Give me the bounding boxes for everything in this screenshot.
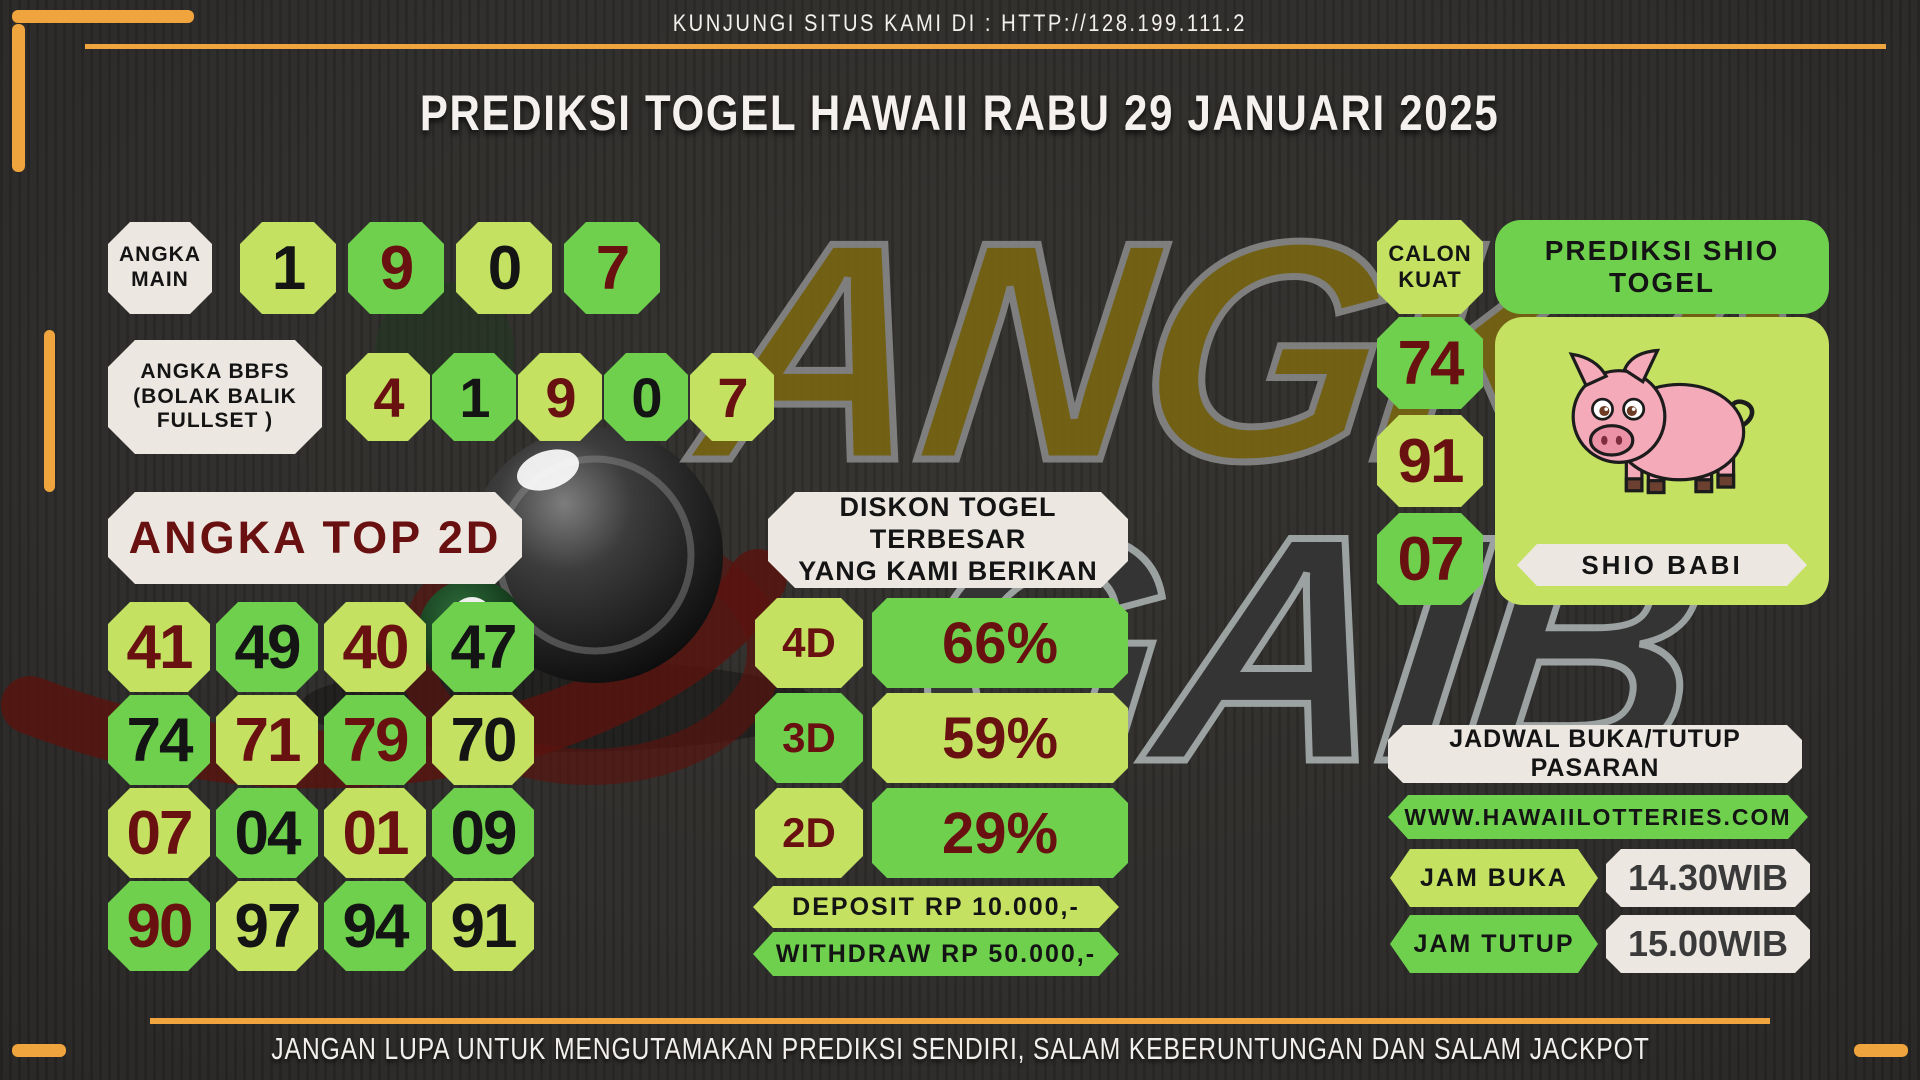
diskon-4d-label: 4D: [755, 598, 863, 688]
jam-buka-label: JAM BUKA: [1390, 849, 1598, 907]
bbfs-label-line1: ANGKA BBFS: [140, 359, 290, 383]
top2d-cell: 04: [216, 788, 318, 878]
calon-kuat-line2: KUAT: [1398, 267, 1462, 292]
diskon-title-line1: DISKON TOGEL TERBESAR: [839, 492, 1057, 555]
top2d-cell: 74: [108, 695, 210, 785]
top2d-cell: 91: [432, 881, 534, 971]
top2d-cell: 01: [324, 788, 426, 878]
diskon-3d-label: 3D: [755, 693, 863, 783]
bbfs-digit: 9: [518, 353, 602, 441]
top2d-cell: 71: [216, 695, 318, 785]
deposit-banner: DEPOSIT RP 10.000,-: [753, 886, 1119, 928]
shio-animal-pill: SHIO BABI: [1517, 544, 1807, 586]
bbfs-digit: 7: [690, 353, 774, 441]
diskon-3d-value: 59%: [872, 693, 1128, 783]
top2d-label: ANGKA TOP 2D: [108, 492, 522, 584]
site-url-text[interactable]: KUNJUNGI SITUS KAMI DI : HTTP://128.199.…: [672, 10, 1248, 37]
header-divider: [85, 44, 1886, 49]
angka-main-digit: 7: [564, 222, 660, 314]
top2d-cell: 41: [108, 602, 210, 692]
corner-accent-bottom-left: [12, 1044, 66, 1057]
diskon-2d-label: 2D: [755, 788, 863, 878]
diskon-2d-value: 29%: [872, 788, 1128, 878]
top2d-cell: 40: [324, 602, 426, 692]
jadwal-title: JADWAL BUKA/TUTUP PASARAN: [1388, 725, 1802, 783]
shio-animal-label: SHIO BABI: [1581, 549, 1743, 580]
angka-main-digit: 9: [348, 222, 444, 314]
footer-note: JANGAN LUPA UNTUK MENGUTAMAKAN PREDIKSI …: [0, 1031, 1920, 1067]
bbfs-digit: 1: [432, 353, 516, 441]
website-url-text: WWW.HAWAIILOTTERIES.COM: [1404, 803, 1792, 830]
diskon-title: DISKON TOGEL TERBESAR YANG KAMI BERIKAN: [768, 492, 1128, 588]
top2d-cell: 47: [432, 602, 534, 692]
diskon-title-line2: YANG KAMI BERIKAN: [798, 555, 1098, 586]
calon-kuat-label: CALON KUAT: [1377, 220, 1483, 314]
footer-divider: [150, 1018, 1770, 1024]
calon-kuat-line1: CALON: [1388, 241, 1472, 267]
pig-icon: [1568, 348, 1755, 495]
calon-number: 74: [1377, 317, 1483, 409]
angka-main-label-line1: ANGKA: [119, 243, 201, 267]
bbfs-label-line2: (BOLAK BALIK: [133, 384, 297, 408]
shio-panel-title: PREDIKSI SHIO TOGEL: [1495, 220, 1829, 314]
page-title-text: PREDIKSI TOGEL HAWAII RABU 29 JANUARI 20…: [420, 85, 1500, 141]
bbfs-digit: 4: [346, 353, 430, 441]
bbfs-digit: 0: [604, 353, 688, 441]
page-title: PREDIKSI TOGEL HAWAII RABU 29 JANUARI 20…: [0, 84, 1920, 142]
top2d-cell: 90: [108, 881, 210, 971]
website-banner[interactable]: WWW.HAWAIILOTTERIES.COM: [1388, 795, 1808, 839]
top2d-cell: 70: [432, 695, 534, 785]
top2d-cell: 07: [108, 788, 210, 878]
angka-main-label: ANGKA MAIN: [108, 222, 212, 314]
bbfs-label-line3: FULLSET ): [156, 409, 274, 433]
angka-main-label-line2: MAIN: [131, 268, 189, 291]
footer-note-text: JANGAN LUPA UNTUK MENGUTAMAKAN PREDIKSI …: [270, 1031, 1650, 1066]
calon-number: 91: [1377, 415, 1483, 507]
jam-buka-value: 14.30WIB: [1606, 849, 1810, 907]
withdraw-banner: WITHDRAW RP 50.000,-: [753, 932, 1119, 976]
corner-accent-bottom-right: [1854, 1044, 1908, 1057]
top2d-cell: 79: [324, 695, 426, 785]
jadwal-title-text: JADWAL BUKA/TUTUP PASARAN: [1449, 725, 1741, 782]
visit-banner: KUNJUNGI SITUS KAMI DI : HTTP://128.199.…: [0, 10, 1920, 38]
top2d-cell: 94: [324, 881, 426, 971]
diskon-4d-value: 66%: [872, 598, 1128, 688]
eight-ball-highlight: [517, 449, 579, 491]
top2d-cell: 09: [432, 788, 534, 878]
left-edge-accent: [44, 330, 55, 492]
top2d-cell: 49: [216, 602, 318, 692]
corner-accent-top-left-h: [12, 10, 194, 23]
shio-panel: SHIO BABI: [1495, 317, 1829, 605]
shio-panel-title-text: PREDIKSI SHIO TOGEL: [1544, 235, 1780, 298]
angka-main-digit: 0: [456, 222, 552, 314]
top2d-label-text: ANGKA TOP 2D: [128, 512, 502, 563]
jam-tutup-label: JAM TUTUP: [1390, 915, 1598, 973]
calon-number: 07: [1377, 513, 1483, 605]
corner-accent-top-left-v: [12, 24, 25, 172]
jam-tutup-value: 15.00WIB: [1606, 915, 1810, 973]
bbfs-label: ANGKA BBFS (BOLAK BALIK FULLSET ): [108, 340, 322, 454]
angka-main-digit: 1: [240, 222, 336, 314]
top2d-cell: 97: [216, 881, 318, 971]
